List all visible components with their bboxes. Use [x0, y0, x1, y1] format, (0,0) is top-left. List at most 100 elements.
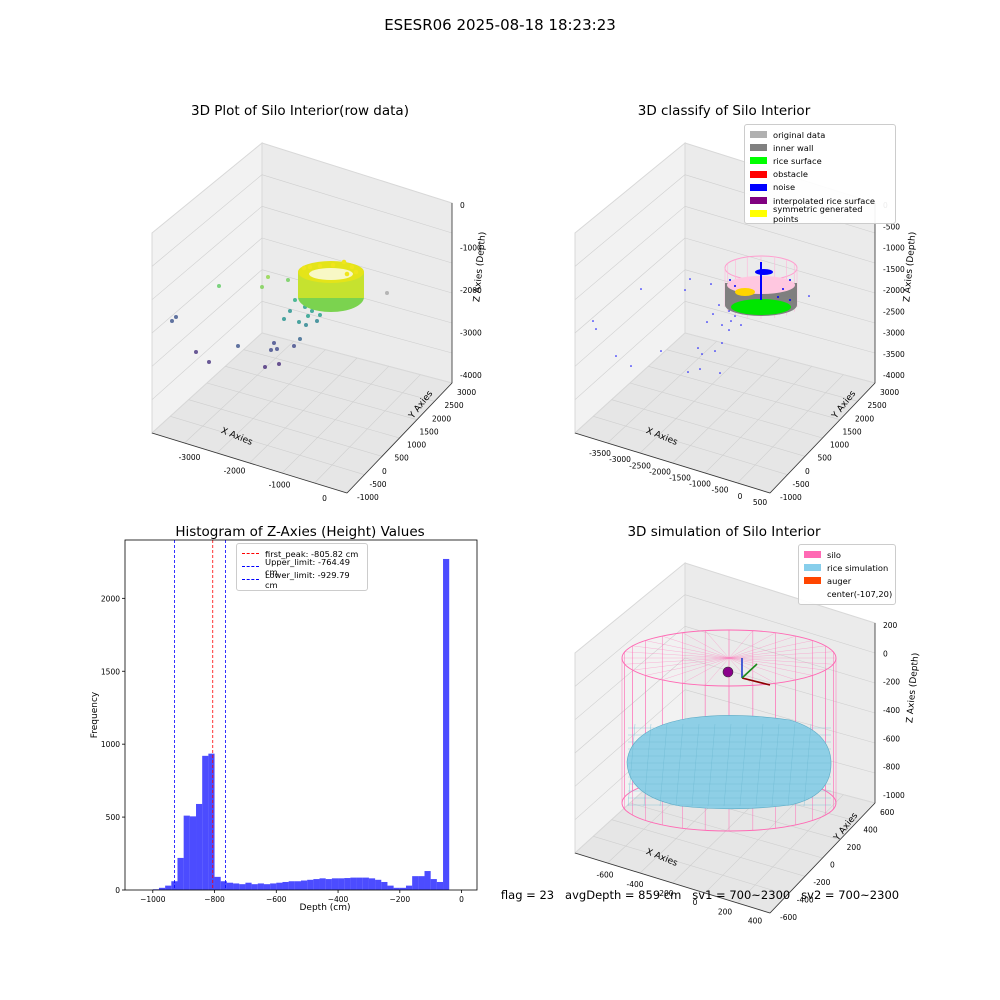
data-point	[269, 348, 273, 352]
grid-line	[261, 206, 453, 264]
data-point	[286, 278, 290, 282]
grid-line	[574, 626, 686, 720]
rice-mesh	[739, 723, 748, 807]
y-axis-line	[346, 382, 453, 494]
noise-point	[595, 328, 597, 330]
data-point	[310, 309, 314, 313]
noise-point	[734, 285, 736, 287]
y-tick-label: 2500	[445, 401, 464, 410]
y-tick-label: -600	[780, 913, 797, 922]
legend-swatch	[750, 144, 767, 152]
data-point	[317, 263, 323, 269]
x-tick-label: −400	[328, 895, 349, 904]
histogram-bar	[307, 879, 314, 890]
y-tick-label: 500	[106, 813, 121, 822]
panel1-tick-labels: -3000 -2000 -1000 0 -1000 -500 0 500 1000 1500 200…	[179, 201, 482, 503]
noise-point	[729, 279, 731, 281]
y-tick-label: 1500	[420, 427, 439, 436]
y-tick-label: 0	[115, 886, 120, 895]
data-point	[260, 285, 264, 289]
panel1-gridlines	[151, 174, 453, 494]
silo-roof-wire	[645, 657, 730, 676]
noise-point	[721, 342, 723, 344]
noise-point	[728, 310, 730, 312]
data-point	[315, 319, 319, 323]
legend-swatch	[242, 553, 259, 555]
y-tick-label: 1000	[407, 441, 426, 450]
y-tick-label: -1000	[357, 493, 379, 502]
data-point	[341, 259, 347, 265]
z-tick-label: -4000	[460, 371, 482, 380]
noise-point	[687, 371, 689, 373]
noise-point	[592, 320, 594, 322]
data-point	[318, 313, 322, 317]
panel4-title: 3D simulation of Silo Interior	[627, 524, 821, 540]
silo-roof-wire	[728, 657, 753, 686]
axis-arrow-y	[741, 663, 758, 679]
histogram-bar	[338, 878, 345, 890]
noise-point	[640, 288, 642, 290]
rice-mesh	[627, 723, 636, 807]
z-tick-label: -2000	[460, 286, 482, 295]
histogram-bar	[301, 880, 308, 890]
legend-item: rice surface	[750, 154, 890, 167]
histogram-bar	[158, 887, 166, 890]
y-tick-label: 3000	[880, 388, 899, 397]
x-tick-label: -1500	[669, 474, 691, 483]
x-tick-label: −800	[204, 895, 225, 904]
legend-item: inner wall	[750, 141, 890, 154]
grid-line	[261, 174, 453, 234]
x-tick-label: -200	[656, 889, 673, 898]
silo-roof-wire	[662, 635, 730, 659]
grid-line	[574, 594, 686, 687]
data-point	[236, 344, 240, 348]
noise-point	[721, 324, 723, 326]
x-tick-label: 500	[753, 498, 768, 507]
noise-cluster	[755, 269, 773, 275]
x-tick-label: 200	[718, 907, 733, 916]
noise-point	[697, 347, 699, 349]
x-tick-label: -2500	[629, 461, 651, 470]
rice-mesh	[643, 723, 652, 807]
x-tick-label: −200	[390, 895, 411, 904]
z-tick-label: -3000	[460, 329, 482, 338]
panel3-bars	[152, 558, 450, 890]
silo-roof-wire	[728, 635, 796, 659]
x-tick-label: -3000	[609, 455, 631, 464]
histogram-bar	[251, 884, 258, 890]
grid-line	[151, 237, 263, 334]
y-tick-label: 400	[863, 826, 878, 835]
y-tick-label: 0	[805, 467, 810, 476]
silo-roof-wire	[624, 651, 730, 659]
grid-line	[151, 174, 263, 267]
histogram-bar	[196, 803, 203, 890]
histogram-bar	[325, 879, 332, 890]
grid-line	[684, 301, 876, 354]
histogram-bar	[257, 883, 264, 890]
y-tick-label: -400	[797, 896, 814, 905]
data-point	[344, 271, 350, 277]
noise-point	[630, 365, 632, 367]
y-tick-label: -1000	[780, 493, 802, 502]
x-tick-label: −600	[266, 895, 287, 904]
histogram-bar	[405, 885, 413, 890]
y-tick-label: 1000	[830, 441, 849, 450]
silo-roof-wire	[728, 657, 834, 665]
y-axis-line	[769, 382, 876, 494]
histogram-bar	[208, 753, 215, 890]
noise-point	[699, 368, 701, 370]
x-tick-label: -2000	[224, 467, 246, 476]
noise-point	[789, 299, 791, 301]
rice-mesh	[787, 723, 796, 807]
silo-roof-wire	[624, 657, 730, 665]
data-point	[266, 275, 270, 279]
legend-item: Lower_limit: -929.79 cm	[242, 570, 362, 590]
histogram-bar	[356, 877, 363, 890]
y-axis-line	[769, 802, 876, 914]
z-tick-label: -1500	[883, 265, 905, 274]
panel2-points	[592, 255, 810, 374]
grid-line	[574, 689, 686, 787]
